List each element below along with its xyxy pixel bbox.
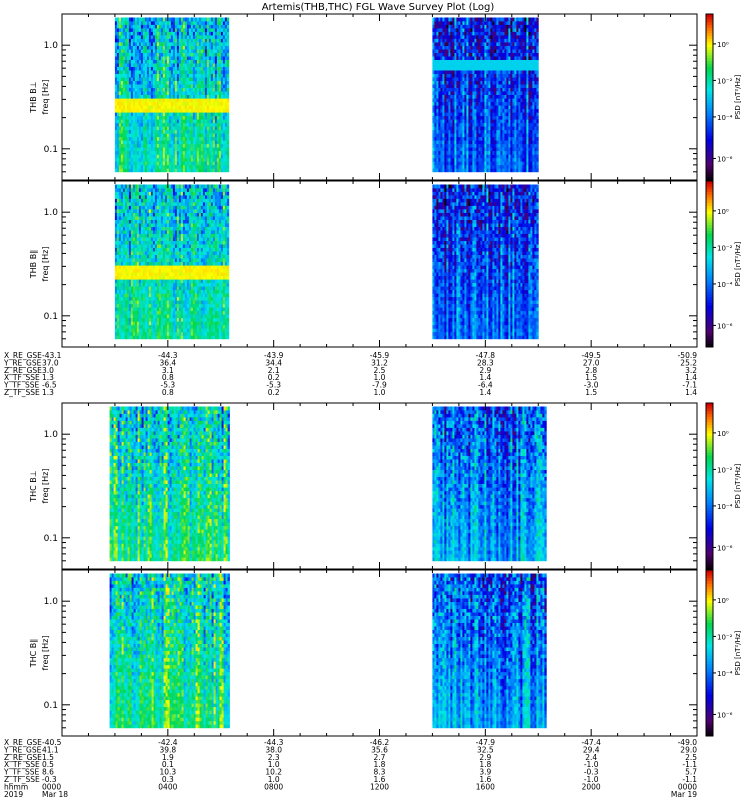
colorbar-tick-label: 10⁻²: [717, 77, 733, 85]
y-tick-label: 0.1: [44, 534, 58, 544]
date-year: 2019: [4, 790, 23, 799]
colorbar-tick-label: 10⁻⁴: [717, 670, 733, 678]
colorbar-tick-label: 10⁻⁴: [717, 114, 733, 122]
time-tick-label: 0800: [264, 782, 283, 791]
spectrogram-panel: 1.0 0.1 THC B⊥ freq [Hz] 10⁰ 10⁻² 10⁻⁴ 10⁻⁶ PSD …: [29, 403, 742, 570]
y-tick-label: 0.1: [44, 312, 58, 322]
y-axis-unit-label: freq [Hz]: [41, 469, 50, 504]
y-axis-label: THB B∥: [29, 250, 38, 279]
y-axis-label: THB B⊥: [29, 81, 38, 113]
time-tick-label: 0400: [158, 782, 177, 791]
colorbar-tick-label: 10⁰: [717, 597, 729, 605]
time-tick-label: 1200: [370, 782, 389, 791]
ephemeris-value: 1.3: [42, 388, 54, 397]
ephemeris-value: 1.5: [585, 388, 597, 397]
colorbar-tick-label: 10⁻⁶: [717, 155, 733, 163]
ephemeris-table: X_RE_GSE -40.5 -42.4 -44.3 -46.2 -47.9 -47.4 -4…: [3, 738, 697, 799]
spectrogram-image: [110, 407, 547, 562]
colorbar: 10⁰ 10⁻² 10⁻⁴ 10⁻⁶ PSD [nT²/Hz]: [706, 181, 742, 348]
spectrogram-image: [115, 185, 539, 340]
spectrogram-image: [110, 574, 547, 729]
date-start: Mar 18: [42, 790, 68, 799]
ephemeris-value: 1.4: [479, 388, 491, 397]
y-tick-label: 1.0: [44, 41, 59, 51]
spectrogram-panel: 1.0 0.1 THB B∥ freq [Hz] 10⁰ 10⁻² 10⁻⁴ 10⁻⁶ PSD …: [29, 181, 742, 348]
colorbar: 10⁰ 10⁻² 10⁻⁴ 10⁻⁶ PSD [nT²/Hz]: [706, 570, 742, 737]
y-tick-label: 0.1: [44, 701, 58, 711]
colorbar-tick-label: 10⁻⁶: [717, 711, 733, 719]
colorbar-tick-label: 10⁰: [717, 208, 729, 216]
colorbar-tick-label: 10⁻²: [717, 633, 733, 641]
y-tick-label: 1.0: [44, 208, 59, 218]
colorbar-tick-label: 10⁻⁶: [717, 322, 733, 330]
ephemeris-value: 0.8: [162, 388, 174, 397]
colorbar-label: PSD [nT²/Hz]: [734, 630, 742, 675]
colorbar-tick-label: 10⁻⁴: [717, 281, 733, 289]
spectrogram-image: [115, 18, 539, 173]
ephemeris-value: 1.4: [685, 388, 697, 397]
colorbar-tick-label: 10⁻²: [717, 244, 733, 252]
colorbar-tick-label: 10⁻⁴: [717, 503, 733, 511]
y-axis-unit-label: freq [Hz]: [41, 247, 50, 282]
colorbar-label: PSD [nT²/Hz]: [734, 74, 742, 119]
time-tick-label: 2000: [582, 782, 601, 791]
ephemeris-row-name: Z_TF_SSE: [4, 388, 40, 397]
y-tick-label: 1.0: [44, 597, 59, 607]
colorbar-tick-label: 10⁻²: [717, 466, 733, 474]
ephemeris-table: X_RE_GSE -43.1 -44.3 -43.9 -45.9 -47.8 -49.5 -5…: [3, 351, 697, 397]
y-tick-label: 0.1: [44, 145, 58, 155]
colorbar-tick-label: 10⁻⁶: [717, 544, 733, 552]
colorbar: 10⁰ 10⁻² 10⁻⁴ 10⁻⁶ PSD [nT²/Hz]: [706, 403, 742, 570]
colorbar-label: PSD [nT²/Hz]: [734, 241, 742, 286]
spectrogram-panel: 1.0 0.1 THC B∥ freq [Hz] 10⁰ 10⁻² 10⁻⁴ 10⁻⁶ PSD …: [29, 570, 742, 737]
ephemeris-value: 0.2: [268, 388, 280, 397]
colorbar-label: PSD [nT²/Hz]: [734, 463, 742, 508]
y-axis-unit-label: freq [Hz]: [41, 636, 50, 671]
figure-title: Artemis(THB,THC) FGL Wave Survey Plot (L…: [262, 2, 495, 13]
y-axis-unit-label: freq [Hz]: [41, 80, 50, 115]
ephemeris-tables: X_RE_GSE -43.1 -44.3 -43.9 -45.9 -47.8 -49.5 -5…: [3, 351, 697, 799]
time-tick-label: 1600: [476, 782, 495, 791]
colorbar-tick-label: 10⁰: [717, 41, 729, 49]
ephemeris-value: 1.0: [374, 388, 386, 397]
spectrogram-panel: 1.0 0.1 THB B⊥ freq [Hz] 10⁰ 10⁻² 10⁻⁴ 10⁻⁶ PSD …: [29, 14, 742, 181]
y-axis-label: THC B∥: [29, 639, 38, 669]
y-axis-label: THC B⊥: [29, 470, 38, 503]
date-end: Mar 19: [671, 790, 697, 799]
colorbar: 10⁰ 10⁻² 10⁻⁴ 10⁻⁶ PSD [nT²/Hz]: [706, 14, 742, 181]
y-tick-label: 1.0: [44, 430, 59, 440]
colorbar-tick-label: 10⁰: [717, 430, 729, 438]
